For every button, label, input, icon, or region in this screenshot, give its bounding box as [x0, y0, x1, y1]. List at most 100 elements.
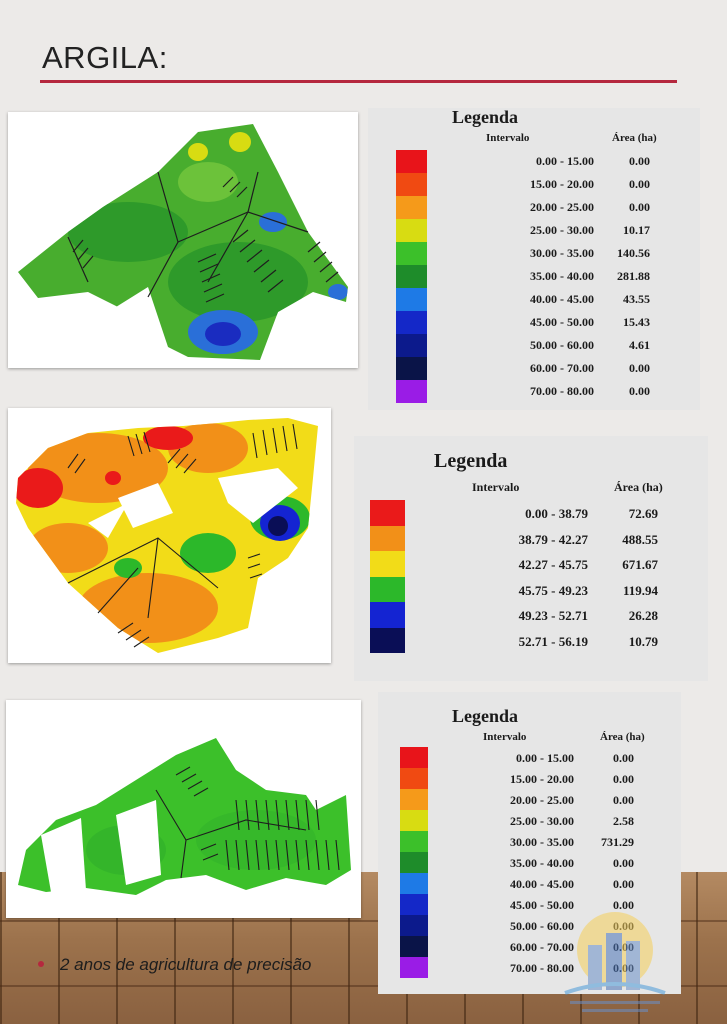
legend-color-swatch: [396, 357, 427, 380]
legend-area-value: 281.88: [617, 269, 650, 283]
legend-interval-value: 40.00 - 45.00: [510, 877, 574, 891]
legend-interval-value: 30.00 - 35.00: [510, 835, 574, 849]
legend-title: Legenda: [452, 706, 519, 726]
legend-area-value: 72.69: [628, 506, 658, 521]
legend-area-value: 10.17: [623, 223, 650, 237]
legend-area-value: 0.00: [629, 384, 650, 398]
legend-interval-value: 52.71 - 56.19: [518, 633, 588, 649]
legend-area-value: 0.00: [613, 856, 634, 870]
legend-color-swatch: [400, 873, 428, 894]
legend-area-value: 15.43: [623, 315, 650, 329]
legend-interval-value: 38.79 - 42.27: [518, 531, 588, 547]
legend-interval-value: 45.00 - 50.00: [530, 315, 594, 329]
clay-map-1-image: [18, 124, 348, 362]
legend-title: Legenda: [434, 450, 508, 472]
legend-area-value: 0.00: [629, 154, 650, 168]
legend-color-swatch: [400, 936, 428, 957]
legend-area-value: 0.00: [629, 361, 650, 375]
legend-title: Legenda: [452, 107, 519, 127]
legend-color-swatch: [396, 311, 427, 334]
legend-area-value: 0.00: [613, 772, 634, 786]
bullet-text: 2 anos de agricultura de precisão: [60, 955, 312, 974]
legend-area-value: 10.79: [628, 633, 658, 649]
legend-area-value: 26.28: [628, 608, 658, 623]
legend-interval-value: 25.00 - 30.00: [510, 814, 574, 828]
legend-interval-value: 45.75 - 49.23: [518, 582, 588, 598]
company-logo-watermark: [564, 912, 666, 1012]
legend-interval-value: 50.00 - 60.00: [530, 338, 594, 352]
legend-color-swatch: [400, 789, 428, 810]
legend-area-value: 0.00: [613, 751, 634, 765]
legend-panel-2: Legenda Intervalo Área (ha) 0.00 - 38.79…: [354, 436, 708, 681]
legend-area-value: 0.00: [613, 898, 634, 912]
title-underline: [40, 80, 677, 83]
legend-interval-value: 60.00 - 70.00: [510, 940, 574, 954]
legend-area-value: 671.67: [622, 557, 658, 572]
legend-interval-value: 40.00 - 45.00: [530, 292, 594, 306]
legend-interval-value: 25.00 - 30.00: [530, 223, 594, 237]
page-title: ARGILA:: [42, 40, 168, 75]
legend-color-swatch: [400, 957, 428, 978]
legend-color-swatch: [396, 334, 427, 357]
legend-interval-value: 0.00 - 38.79: [525, 506, 588, 521]
legend-color-swatch: [400, 831, 428, 852]
legend-area-value: 0.00: [629, 200, 650, 214]
legend-color-swatch: [396, 173, 427, 196]
legend-interval-value: 20.00 - 25.00: [510, 793, 574, 807]
legend-interval-value: 35.00 - 40.00: [530, 269, 594, 283]
legend-area-header: Área (ha): [614, 480, 663, 494]
legend-interval-value: 70.00 - 80.00: [530, 384, 594, 398]
legend-area-value: 2.58: [613, 814, 634, 828]
legend-color-swatch: [400, 894, 428, 915]
legend-area-value: 119.94: [622, 582, 658, 598]
legend-color-swatch: [400, 810, 428, 831]
legend-color-swatch: [396, 380, 427, 403]
clay-map-3-image: [18, 738, 351, 895]
legend-interval-value: 15.00 - 20.00: [530, 177, 594, 191]
legend-color-swatch: [370, 627, 405, 653]
legend-area-value: 4.61: [629, 338, 650, 352]
legend-color-swatch: [400, 747, 428, 768]
legend-color-swatch: [370, 525, 405, 551]
legend-color-swatch: [370, 500, 405, 526]
legend-color-swatch: [396, 265, 427, 288]
legend-area-value: 140.56: [617, 246, 650, 260]
legend-color-swatch: [370, 551, 405, 577]
clay-map-2-image: [16, 418, 318, 653]
legend-interval-value: 45.00 - 50.00: [510, 898, 574, 912]
legend-area-value: 488.55: [622, 531, 658, 547]
legend-interval-value: 49.23 - 52.71: [518, 608, 588, 623]
legend-interval-value: 50.00 - 60.00: [510, 919, 574, 933]
legend-interval-header: Intervalo: [486, 132, 530, 144]
clay-map-3: [6, 700, 361, 918]
clay-map-1: [8, 112, 358, 368]
legend-interval-value: 60.00 - 70.00: [530, 361, 594, 375]
legend-interval-value: 30.00 - 35.00: [530, 246, 594, 260]
legend-color-swatch: [370, 602, 405, 628]
floor-board-line: [0, 985, 727, 987]
legend-interval-header: Intervalo: [472, 480, 520, 494]
legend-color-swatch: [396, 288, 427, 311]
legend-color-swatch: [400, 915, 428, 936]
legend-interval-value: 35.00 - 40.00: [510, 856, 574, 870]
legend-color-swatch: [396, 196, 427, 219]
legend-color-swatch: [396, 242, 427, 265]
legend-area-value: 0.00: [629, 177, 650, 191]
legend-interval-value: 0.00 - 15.00: [516, 751, 574, 765]
bullet-marker: [38, 961, 44, 967]
legend-panel-1: Legenda Intervalo Área (ha) 0.00 - 15.00…: [368, 107, 700, 410]
legend-color-swatch: [396, 219, 427, 242]
clay-map-2: [8, 408, 331, 663]
legend-interval-value: 15.00 - 20.00: [510, 772, 574, 786]
legend-color-swatch: [370, 576, 405, 602]
legend-interval-header: Intervalo: [483, 731, 527, 743]
floor-board-line: [0, 920, 727, 922]
legend-interval-value: 70.00 - 80.00: [510, 961, 574, 975]
legend-area-value: 731.29: [601, 835, 634, 849]
legend-area-value: 0.00: [613, 877, 634, 891]
legend-area-value: 43.55: [623, 292, 650, 306]
legend-area-header: Área (ha): [600, 731, 645, 743]
legend-color-swatch: [400, 852, 428, 873]
legend-interval-value: 42.27 - 45.75: [518, 557, 588, 572]
legend-area-value: 0.00: [613, 793, 634, 807]
